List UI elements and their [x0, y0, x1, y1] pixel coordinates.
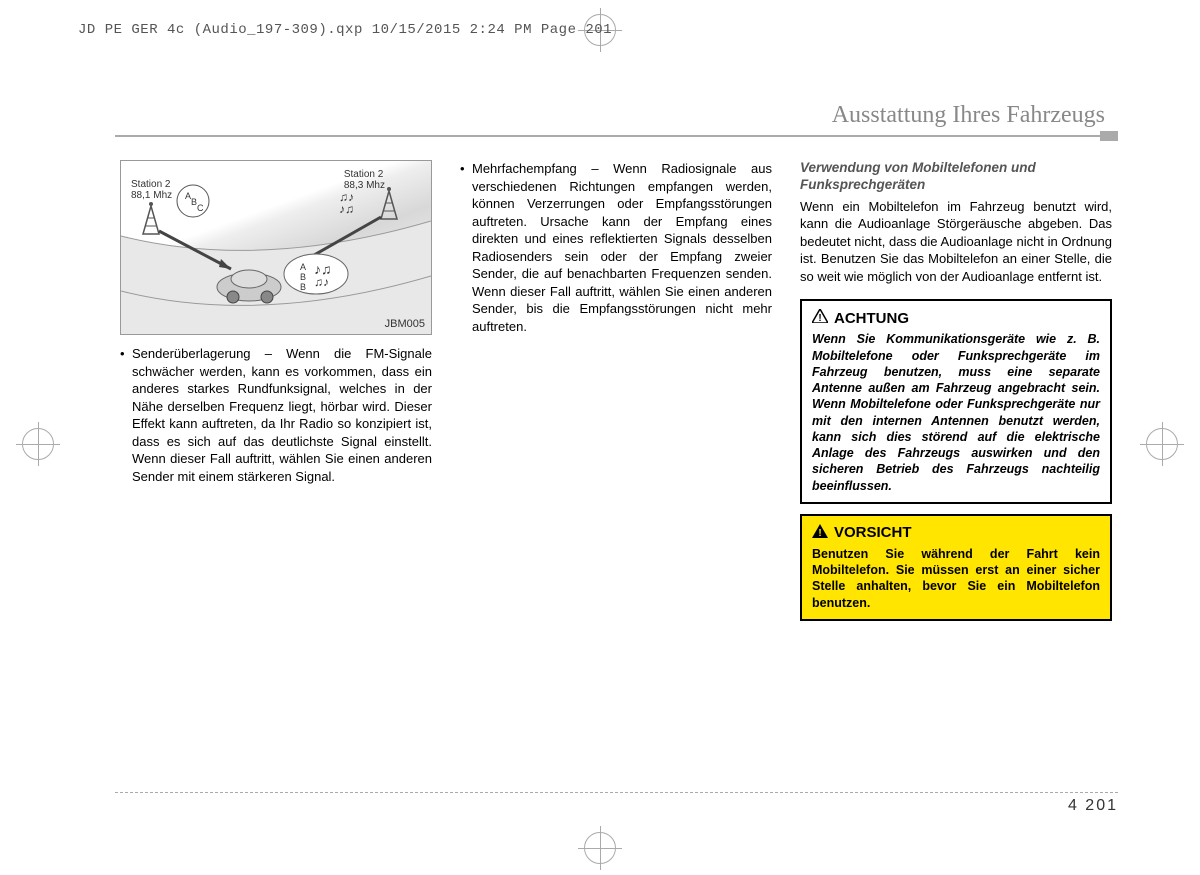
vorsicht-title: VORSICHT: [834, 524, 912, 541]
diagram-svg: A B C A B B ♪♫ ♫♪ ♫♪: [121, 161, 431, 334]
svg-text:C: C: [197, 203, 204, 213]
page-num: 201: [1085, 797, 1118, 814]
svg-text:B: B: [300, 272, 306, 282]
page-footer: 4 201: [115, 792, 1118, 815]
col3-body: Wenn ein Mobiltelefon im Fahrzeug benutz…: [800, 198, 1112, 286]
warning-triangle-icon: !: [812, 309, 828, 327]
column-3: Verwendung von Mobiltelefonen und Funksp…: [800, 160, 1112, 621]
column-1: Station 2 88,1 Mhz Station 2 88,3 Mhz: [120, 160, 432, 621]
col3-subtitle: Verwendung von Mobiltelefonen und Funksp…: [800, 160, 1112, 194]
achtung-title-row: ! ACHTUNG: [812, 309, 1100, 327]
svg-text:A: A: [300, 262, 306, 272]
vorsicht-body: Benutzen Sie während der Fahrt kein Mobi…: [812, 546, 1100, 611]
vorsicht-box: ! VORSICHT Benutzen Sie während der Fahr…: [800, 514, 1112, 621]
page-title: Ausstattung Ihres Fahrzeugs: [832, 102, 1105, 129]
col1-bullet: Senderüberlagerung – Wenn die FM-Signale…: [120, 345, 432, 485]
warning-triangle-icon: !: [812, 524, 828, 542]
svg-text:!: !: [818, 528, 821, 538]
achtung-body: Wenn Sie Kommunikationsgeräte wie z. B. …: [812, 331, 1100, 494]
file-header: JD PE GER 4c (Audio_197-309).qxp 10/15/2…: [78, 22, 612, 38]
achtung-title: ACHTUNG: [834, 310, 909, 327]
col2-bullet: Mehrfachempfang – Wenn Radiosignale aus …: [460, 160, 772, 335]
page-number: 4 201: [1068, 797, 1118, 814]
title-rule: [115, 135, 1118, 137]
diagram-code: JBM005: [385, 318, 425, 330]
achtung-box: ! ACHTUNG Wenn Sie Kommunikationsgeräte …: [800, 299, 1112, 504]
svg-text:♫♪: ♫♪: [314, 275, 329, 289]
svg-text:B: B: [300, 282, 306, 292]
column-2: Mehrfachempfang – Wenn Radiosignale aus …: [460, 160, 772, 621]
vorsicht-title-row: ! VORSICHT: [812, 524, 1100, 542]
signal-diagram: Station 2 88,1 Mhz Station 2 88,3 Mhz: [120, 160, 432, 335]
title-rule-end: [1100, 131, 1118, 141]
svg-text:!: !: [818, 313, 821, 323]
svg-text:♪♫: ♪♫: [339, 202, 354, 216]
content-columns: Station 2 88,1 Mhz Station 2 88,3 Mhz: [120, 160, 1112, 621]
section-num: 4: [1068, 797, 1079, 814]
